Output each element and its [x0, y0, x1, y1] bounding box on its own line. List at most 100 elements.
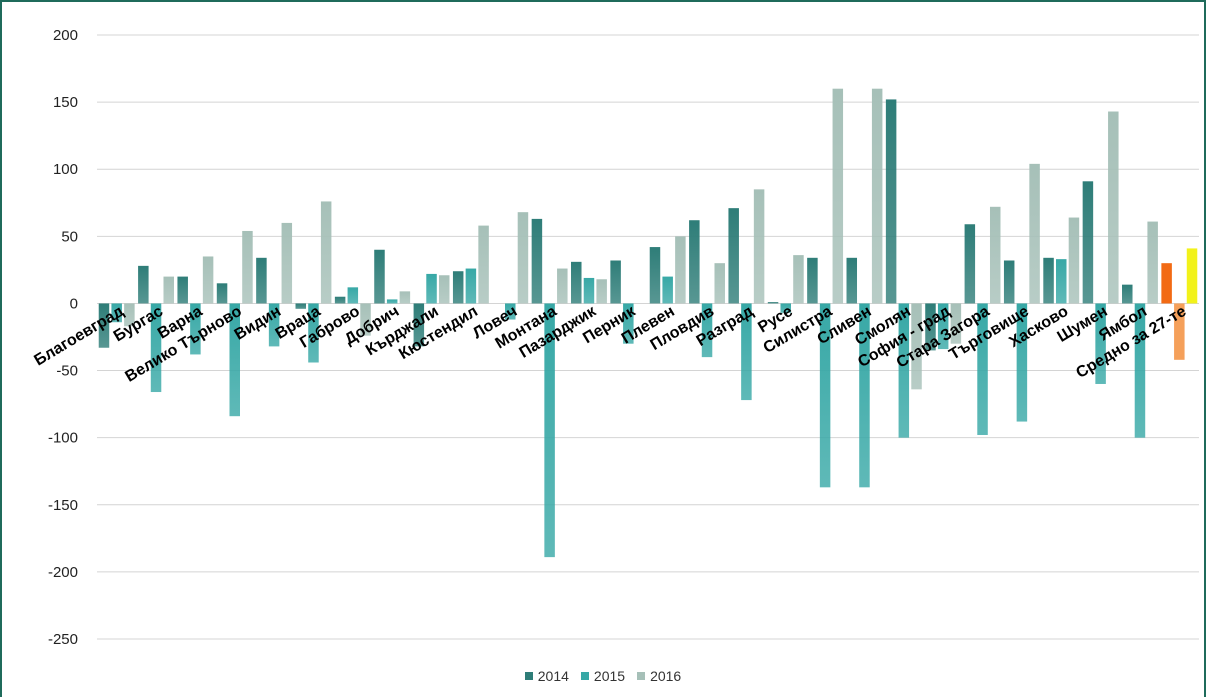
- bar-2015: [190, 303, 201, 355]
- bar-2015: [544, 303, 555, 558]
- bar-2015: [426, 273, 437, 304]
- bar-2014: [1043, 257, 1054, 304]
- bar-2015: [583, 277, 595, 304]
- bar-2016: [124, 303, 135, 327]
- bar-2016: [1108, 111, 1119, 304]
- bar-2016: [911, 303, 922, 390]
- y-tick-label: -100: [48, 430, 78, 447]
- bar-2016: [438, 275, 450, 304]
- bar-2016: [517, 212, 529, 304]
- bar-2014: [531, 218, 543, 304]
- bar-2014: [98, 303, 110, 348]
- bar-2015: [701, 303, 713, 358]
- y-tick-label: -200: [48, 564, 78, 581]
- bar-2014: [728, 208, 739, 304]
- bar-2016: [596, 279, 607, 304]
- bar-2015: [662, 276, 673, 304]
- bar-2015: [741, 303, 752, 401]
- legend-swatch: [637, 672, 646, 680]
- bar-2016: [163, 276, 174, 304]
- bar-2014: [1082, 181, 1094, 304]
- bar-2014: [767, 302, 779, 304]
- bar-2015: [1056, 259, 1067, 304]
- bar-2015: [1016, 303, 1028, 422]
- y-tick-label: -150: [48, 497, 78, 514]
- bar-2015: [150, 303, 162, 393]
- bar-2016: [1029, 163, 1040, 304]
- bar-2016: [753, 189, 765, 304]
- bar-2014: [1003, 260, 1015, 304]
- legend-label: 2014: [537, 668, 569, 684]
- bar-2015: [465, 268, 477, 304]
- bar-2015: [780, 303, 791, 313]
- bar-2014: [689, 220, 700, 304]
- bar-2016: [675, 236, 686, 304]
- bar-2015: [386, 299, 398, 304]
- bar-2016: [1068, 217, 1080, 304]
- bar-2014: [177, 276, 188, 304]
- bar-2014: [964, 224, 976, 304]
- bar-2014: [138, 265, 149, 304]
- bar-2016: [320, 201, 332, 304]
- bar-2016: [950, 303, 962, 344]
- bar-2016: [399, 291, 411, 304]
- legend: 2014 2015 2016: [2, 666, 1204, 686]
- legend-item: 2014: [524, 668, 569, 684]
- bar-2015: [1095, 303, 1106, 384]
- bar-2015: [505, 303, 516, 320]
- bar-2015: [898, 303, 910, 438]
- y-tick-label: 0: [70, 295, 78, 312]
- bar-2014: [256, 257, 267, 304]
- bar-2016: [793, 255, 804, 304]
- bar-2016: [360, 303, 371, 336]
- y-tick-label: 150: [53, 94, 78, 111]
- bar-2016: [1147, 221, 1158, 304]
- bar-2016: [281, 222, 293, 304]
- bar-2015: [347, 287, 359, 304]
- x-tick-label: Благоевград: [31, 303, 126, 370]
- bar-2014: [1122, 284, 1133, 304]
- legend-item: 2015: [580, 668, 625, 684]
- bar-2014: [885, 99, 897, 304]
- bar-2015: [859, 303, 870, 488]
- bar-2015: [977, 303, 988, 435]
- bar-2016: [478, 225, 489, 304]
- bar-2014: [374, 249, 385, 304]
- bar-2016: [1186, 248, 1198, 304]
- legend-label: 2016: [650, 668, 682, 684]
- legend-swatch: [580, 672, 589, 680]
- bar-2016: [202, 256, 214, 304]
- bar-2016: [989, 206, 1001, 304]
- bar-2016: [714, 263, 725, 304]
- y-tick-label: 200: [53, 27, 78, 44]
- bar-2014: [649, 247, 661, 304]
- bar-2014: [925, 303, 936, 351]
- bar-2015: [623, 303, 634, 344]
- bar-2014: [807, 257, 818, 304]
- bar-2014: [295, 303, 307, 309]
- bar-2015: [229, 303, 240, 417]
- legend-swatch: [524, 672, 533, 680]
- y-tick-label: 100: [53, 161, 78, 178]
- bar-2015: [308, 303, 319, 363]
- bar-2014: [452, 271, 464, 304]
- bar-2015: [268, 303, 280, 347]
- bar-2015: [1134, 303, 1146, 438]
- bar-2014: [846, 257, 858, 304]
- bar-2016: [557, 268, 568, 304]
- bar-2014: [610, 260, 621, 304]
- bar-2015: [111, 303, 122, 323]
- bar-2014: [1161, 263, 1172, 304]
- bar-2016: [871, 88, 883, 304]
- y-tick-label: -50: [56, 363, 78, 380]
- legend-item: 2016: [637, 668, 681, 684]
- y-tick-label: -250: [48, 631, 78, 648]
- bar-2014: [216, 283, 228, 304]
- bar-2014: [334, 296, 346, 304]
- bar-2015: [937, 303, 949, 350]
- bar-2016: [832, 88, 844, 304]
- bar-2015: [1174, 303, 1185, 360]
- bar-2014: [413, 303, 425, 347]
